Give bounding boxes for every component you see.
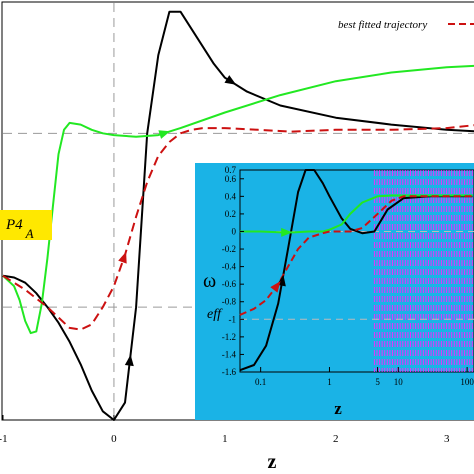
inset-y-tick-label: 0 — [232, 226, 237, 236]
main-series-red — [2, 124, 474, 331]
point-tag-p4a: P4A — [0, 210, 52, 241]
main-arrow-red-0 — [118, 251, 127, 264]
inset-magenta-bands — [373, 170, 473, 372]
main-x-tick-label: 0 — [111, 433, 117, 445]
legend: best fitted trajectory — [338, 19, 474, 31]
main-x-tick-label: 3 — [444, 433, 450, 445]
inset-y-tick-label: -0.8 — [222, 297, 237, 307]
inset-y-tick-label: -0.4 — [222, 262, 237, 272]
inset-x-tick-label: 1 — [327, 377, 332, 387]
main-x-axis-label: z — [268, 451, 277, 473]
inset-arrows-group — [270, 227, 293, 293]
inset-y-tick-label: 0.2 — [225, 209, 236, 219]
inset-y-tick-label: 0.4 — [225, 191, 237, 201]
inset-y-tick-label: -1 — [229, 314, 237, 324]
main-x-tick-label: 2 — [333, 433, 339, 445]
legend-label-best-fitted-trajectory: best fitted trajectory — [338, 19, 427, 31]
main-arrow-green-0 — [158, 130, 171, 139]
inset-arrow-green-0 — [281, 227, 293, 237]
inset-y-ticks: 0.70.6 0.4 0.2 0 -0.2 -0.4 -0.6 -0.8 -1 -1.2 -1.4 -… — [222, 165, 244, 377]
inset-y-axis-label: ω — [203, 270, 216, 292]
inset-background — [195, 163, 474, 420]
point-tag-subscript: A — [25, 226, 34, 241]
inset-arrow-red-0 — [270, 281, 281, 293]
inset-x-tick-label: 100 — [460, 377, 474, 387]
inset-plot-area — [239, 169, 474, 373]
main-arrow-black-1 — [124, 354, 134, 367]
inset-x-axis-label: z — [334, 399, 342, 418]
inset-x-tick-label: 5 — [375, 377, 380, 387]
inset-y-tick-label: -1.4 — [222, 349, 237, 359]
inset-y-tick-label: 0.7 — [225, 165, 237, 175]
inset-series-black — [239, 169, 473, 372]
main-series-green — [2, 64, 474, 335]
inset-y-tick-label: 0.6 — [225, 174, 237, 184]
main-x-tick-label: -1 — [0, 433, 8, 445]
inset-y-tick-label: -0.2 — [222, 244, 236, 254]
inset-x-tick-label: 10 — [394, 377, 404, 387]
point-tag-label: P4A — [5, 217, 34, 241]
point-tag-text: P4 — [5, 217, 23, 233]
inset-y-axis-label-subscript: eff — [207, 307, 223, 322]
main-arrows-group — [118, 75, 237, 367]
main-arrow-black-0 — [224, 75, 237, 85]
inset-y-tick-label: -1.2 — [222, 332, 236, 342]
inset-y-tick-label: -1.6 — [222, 367, 237, 377]
point-tag-background — [0, 210, 52, 240]
inset-y-tick-label: -0.6 — [222, 279, 237, 289]
main-series-group — [2, 10, 474, 421]
inset-x-tick-label: 0.1 — [255, 377, 266, 387]
main-series-black — [2, 10, 474, 421]
main-x-tick-label: 1 — [222, 433, 228, 445]
inset-x-ticks: 0.1 1 5 10 100 — [255, 367, 474, 387]
inset-chart: 0.70.6 0.4 0.2 0 -0.2 -0.4 -0.6 -0.8 -1 -1.2 -1.4 -… — [195, 163, 474, 420]
